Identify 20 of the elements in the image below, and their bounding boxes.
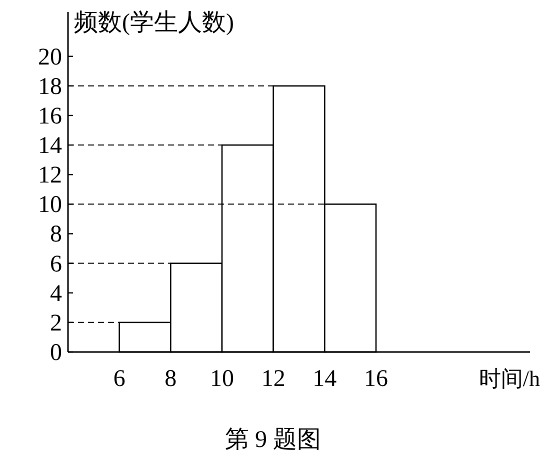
y-tick-label: 0 bbox=[50, 340, 62, 366]
x-tick-label: 10 bbox=[210, 366, 234, 392]
text: 第 9 题图 bbox=[225, 427, 321, 453]
x-axis-title: 时间/h bbox=[478, 366, 540, 391]
y-axis-title: 频数(学生人数) bbox=[74, 10, 234, 36]
y-tick-label: 8 bbox=[50, 222, 62, 248]
x-tick-label: 16 bbox=[364, 366, 388, 392]
x-tick-label: 14 bbox=[312, 366, 337, 392]
y-tick-label: 16 bbox=[38, 103, 62, 130]
x-tick-label: 8 bbox=[164, 366, 177, 392]
y-tick-label: 18 bbox=[38, 74, 62, 100]
y-tick-label: 6 bbox=[50, 251, 62, 278]
y-tick-label: 10 bbox=[38, 192, 62, 218]
y-tick-label: 20 bbox=[38, 44, 62, 70]
y-tick-label: 12 bbox=[38, 162, 62, 189]
y-tick-label: 4 bbox=[50, 280, 62, 307]
y-tick-label: 14 bbox=[38, 133, 62, 160]
x-tick-label: 12 bbox=[261, 366, 286, 392]
y-tick-label: 2 bbox=[50, 310, 62, 336]
x-tick-label: 6 bbox=[113, 366, 126, 392]
